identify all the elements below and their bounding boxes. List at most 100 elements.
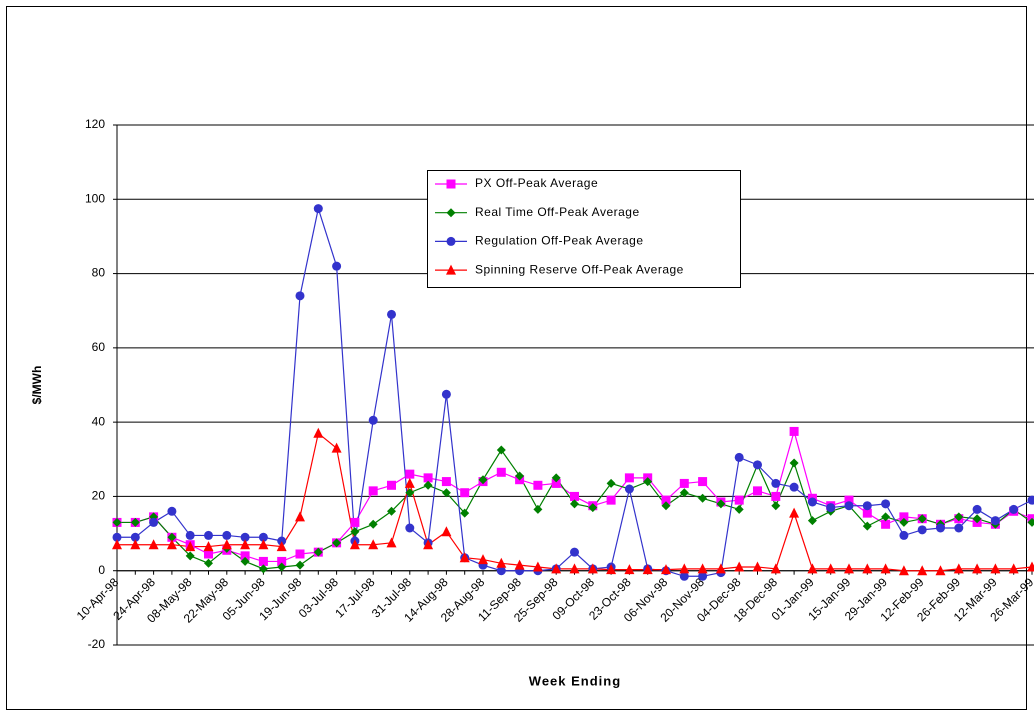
data-point xyxy=(881,512,891,522)
data-point xyxy=(258,539,269,550)
data-point xyxy=(386,537,397,548)
data-point xyxy=(753,486,762,496)
data-point xyxy=(698,493,708,503)
data-point xyxy=(277,556,287,566)
data-point xyxy=(387,480,396,490)
data-point xyxy=(734,452,744,462)
data-point xyxy=(295,511,305,522)
data-point xyxy=(624,473,634,483)
data-point xyxy=(789,507,800,518)
y-tick-label: 80 xyxy=(92,266,106,280)
data-point xyxy=(807,516,817,526)
data-point xyxy=(789,458,799,468)
data-point xyxy=(624,484,634,494)
data-point xyxy=(496,557,507,568)
data-point xyxy=(130,532,140,542)
data-point xyxy=(277,562,287,572)
data-point xyxy=(368,519,378,529)
legend-marker xyxy=(446,264,456,275)
data-point xyxy=(258,564,268,574)
data-point xyxy=(734,504,744,514)
data-point xyxy=(771,478,781,488)
data-point xyxy=(899,517,909,527)
data-point xyxy=(496,445,506,455)
data-point xyxy=(514,559,525,570)
data-point xyxy=(716,499,726,509)
data-point xyxy=(405,488,415,498)
data-point xyxy=(752,561,763,572)
data-point xyxy=(990,563,1001,574)
y-tick-label: 120 xyxy=(85,117,105,131)
legend-label: Spinning Reserve Off-Peak Average xyxy=(475,262,684,276)
data-point xyxy=(570,547,579,557)
data-point xyxy=(185,551,195,561)
data-point xyxy=(441,389,451,399)
data-point xyxy=(936,523,945,533)
data-point xyxy=(112,532,122,542)
data-point xyxy=(551,563,562,574)
data-point xyxy=(606,564,617,575)
data-point xyxy=(533,504,543,514)
data-point xyxy=(697,563,708,574)
data-point xyxy=(770,563,781,574)
legend-label: Regulation Off-Peak Average xyxy=(475,234,644,248)
legend-marker xyxy=(446,179,456,189)
data-point xyxy=(661,564,671,575)
data-point xyxy=(862,563,873,574)
data-point xyxy=(203,541,214,552)
data-point xyxy=(844,563,854,574)
data-point xyxy=(405,523,415,533)
legend-label: PX Off-Peak Average xyxy=(475,176,598,190)
data-point xyxy=(771,491,781,501)
data-point xyxy=(313,427,324,438)
data-point xyxy=(570,491,579,501)
y-tick-label: 100 xyxy=(85,191,105,205)
data-point xyxy=(423,539,434,550)
data-point xyxy=(826,503,836,513)
data-point xyxy=(679,563,690,574)
data-point xyxy=(295,291,305,301)
data-point xyxy=(771,501,781,511)
x-axis-title: Week Ending xyxy=(529,673,621,688)
data-point xyxy=(698,477,708,487)
data-point xyxy=(825,563,836,574)
data-point xyxy=(569,563,580,574)
data-point xyxy=(954,523,964,533)
data-point xyxy=(441,488,451,498)
data-point xyxy=(935,565,946,576)
data-point xyxy=(1027,514,1034,524)
data-point xyxy=(496,566,506,576)
data-point xyxy=(460,508,470,518)
data-point xyxy=(606,495,616,505)
data-point xyxy=(862,521,872,531)
data-point xyxy=(587,563,598,574)
data-point xyxy=(368,539,379,550)
y-tick-label: 20 xyxy=(92,489,106,503)
data-point xyxy=(423,480,433,490)
data-point xyxy=(149,517,159,527)
data-point xyxy=(221,539,232,550)
data-point xyxy=(1027,517,1034,527)
data-point xyxy=(387,309,396,319)
data-point xyxy=(679,571,689,581)
data-point xyxy=(349,539,360,550)
data-point xyxy=(789,426,799,436)
chart-border xyxy=(6,6,1027,710)
data-point xyxy=(496,467,506,477)
data-point xyxy=(862,501,872,511)
data-point xyxy=(258,532,268,542)
data-point xyxy=(533,480,543,490)
data-point xyxy=(166,539,177,550)
data-point xyxy=(387,506,396,516)
data-point xyxy=(112,539,122,550)
data-point xyxy=(295,560,305,570)
data-point xyxy=(441,526,452,537)
data-point xyxy=(624,564,635,575)
data-point xyxy=(240,539,251,550)
data-point xyxy=(313,204,323,214)
data-point xyxy=(276,541,287,552)
data-point xyxy=(1008,563,1019,574)
data-point xyxy=(990,516,1000,526)
data-point xyxy=(917,565,928,576)
